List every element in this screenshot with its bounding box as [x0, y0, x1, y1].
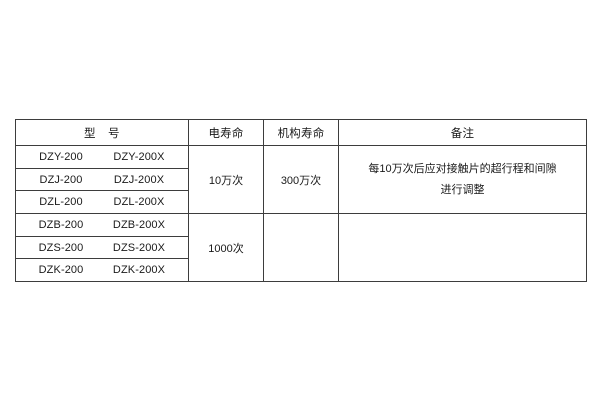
- table-header-row: 型号 电寿命 机构寿命 备注: [15, 119, 587, 146]
- table-row: DZL-200 DZL-200X: [15, 190, 587, 215]
- remark-line-1: 每10万次后应对接触片的超行程和间隙: [368, 162, 557, 175]
- cell-model: DZY-200 DZY-200X: [15, 145, 189, 169]
- cell-remark-group-2: [338, 213, 587, 283]
- model-code-variant: DZL-200X: [113, 196, 165, 209]
- remark-line-2: 进行调整: [440, 183, 485, 196]
- cell-model: DZB-200 DZB-200X: [15, 213, 189, 237]
- cell-model: DZJ-200 DZJ-200X: [15, 167, 189, 192]
- column-header-mechanical-life: 机构寿命: [263, 119, 339, 146]
- column-header-model-char1: 型: [84, 127, 96, 140]
- model-code-variant: DZY-200X: [113, 150, 165, 163]
- model-code-variant: DZJ-200X: [113, 173, 165, 186]
- cell-mechanical-life-group-2: [263, 213, 339, 283]
- model-code-primary: DZK-200: [38, 264, 84, 277]
- column-header-model-char2: 号: [108, 127, 120, 140]
- cell-mechanical-life-group-1: 300万次: [263, 144, 339, 215]
- table-row: DZS-200 DZS-200X: [15, 235, 587, 260]
- table-row: DZK-200 DZK-200X: [15, 258, 587, 283]
- column-header-remark: 备注: [338, 119, 587, 146]
- cell-electrical-life-group-2: 1000次: [188, 213, 264, 283]
- model-code-variant: DZS-200X: [112, 241, 166, 254]
- column-header-model: 型号: [15, 119, 189, 146]
- table-row: DZY-200 DZY-200X 10万次 300万次 每10万次后应对接触片的超…: [15, 144, 587, 215]
- model-code-primary: DZS-200: [38, 241, 84, 254]
- specification-table-container: 型号 电寿命 机构寿命 备注 DZY-200 DZY-200X 10万次 300万…: [15, 119, 587, 283]
- cell-model: DZK-200 DZK-200X: [15, 258, 189, 283]
- cell-model: DZS-200 DZS-200X: [15, 235, 189, 260]
- model-code-primary: DZJ-200: [39, 173, 83, 186]
- table-row: DZB-200 DZB-200X 1000次: [15, 213, 587, 283]
- model-code-primary: DZB-200: [38, 218, 84, 231]
- model-code-variant: DZK-200X: [112, 264, 166, 277]
- cell-electrical-life-group-1: 10万次: [188, 144, 264, 215]
- table-header: 型号 电寿命 机构寿命 备注: [15, 119, 587, 146]
- model-code-primary: DZY-200: [39, 150, 83, 163]
- column-header-electrical-life: 电寿命: [188, 119, 264, 146]
- table-row: DZJ-200 DZJ-200X: [15, 167, 587, 192]
- table-body: DZY-200 DZY-200X 10万次 300万次 每10万次后应对接触片的超…: [15, 144, 587, 283]
- model-code-primary: DZL-200: [39, 196, 83, 209]
- model-code-variant: DZB-200X: [112, 218, 166, 231]
- cell-model: DZL-200 DZL-200X: [15, 190, 189, 215]
- cell-remark-group-1: 每10万次后应对接触片的超行程和间隙 进行调整: [338, 144, 587, 215]
- relay-specification-table: 型号 电寿命 机构寿命 备注 DZY-200 DZY-200X 10万次 300万…: [15, 119, 587, 283]
